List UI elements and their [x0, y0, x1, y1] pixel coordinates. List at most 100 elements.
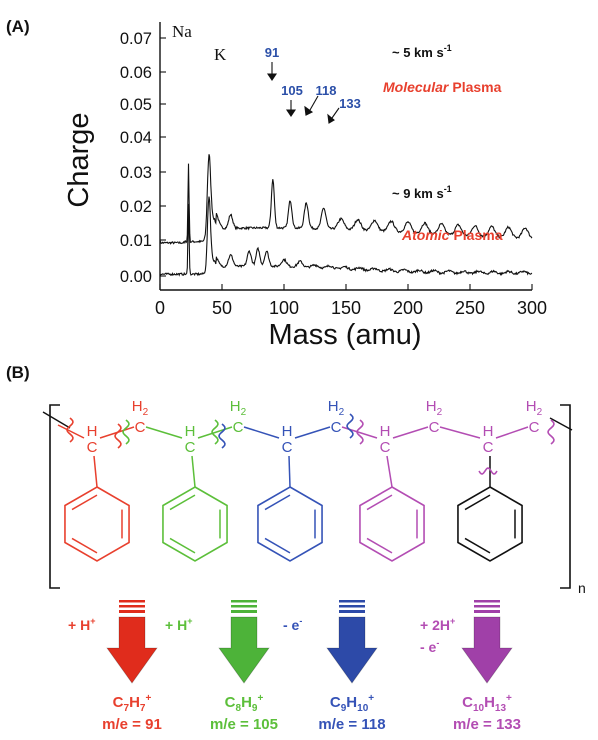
fragment-1: + H+ C7H7+ m/e = 91: [68, 600, 162, 733]
x-tick-label: 0: [155, 298, 165, 318]
fragment-mass: m/e = 91: [102, 716, 162, 733]
y-tick-label: 0.06: [120, 64, 152, 82]
y-tick-label: 0.07: [120, 30, 152, 48]
fragment-3: - e- C9H10+ m/e = 118: [283, 600, 386, 733]
ring-bond: [386, 455, 393, 488]
charge-label: + 2H+: [420, 616, 455, 633]
ch-carbon-label: C: [483, 439, 494, 456]
arrow-stripe: [231, 605, 257, 608]
arrow-stripe: [339, 610, 365, 613]
cleavage-mark: [66, 417, 74, 443]
x-tick-label: 200: [393, 298, 423, 318]
cleavage-mark: [218, 423, 226, 449]
ring-double-bond: [366, 494, 393, 511]
benzene-ring: [457, 486, 523, 562]
ch-carbon-label: C: [185, 439, 196, 456]
ring-double-bond: [71, 494, 98, 511]
panel-a-label: (A): [6, 17, 30, 36]
trace-molecular: [159, 154, 533, 245]
cleavage-mark: [211, 419, 219, 445]
cleavage-mark: [356, 419, 364, 445]
ring-double-bond: [464, 537, 491, 554]
ring-double-bond: [169, 537, 196, 554]
arrow-stripe: [119, 610, 145, 613]
y-axis-ticks: 0.07 0.06 0.05 0.04 0.03 0.02 0.01 0.00: [120, 30, 166, 286]
fragment-mass: m/e = 105: [210, 716, 278, 733]
x-tick-label: 50: [212, 298, 232, 318]
y-tick-label: 0.02: [120, 198, 152, 216]
mass-label-133: 133: [339, 96, 361, 111]
x-axis-ticks: 0 50 100 150 200 250 300: [155, 284, 547, 318]
ch-carbon-label: C: [282, 439, 293, 456]
ring-bond: [93, 455, 98, 488]
y-tick-label: 0.00: [120, 268, 152, 286]
fragment-4: + 2H+ - e- C10H13+ m/e = 133: [420, 600, 521, 733]
ch2-label: H2: [328, 398, 345, 418]
x-tick-label: 100: [269, 298, 299, 318]
plasma-label-bottom: Atomic Plasma: [401, 227, 503, 243]
arrow-stripe: [119, 605, 145, 608]
y-tick-label: 0.03: [120, 164, 152, 182]
backbone-bond: [197, 426, 233, 439]
panel-a-spectrum: (A) 0.07 0.06 0.05 0.04 0.03 0.02 0.01 0.00 0 50…: [6, 17, 547, 351]
ring-double-bond: [169, 494, 196, 511]
left-bracket: [49, 404, 60, 589]
backbone-bond: [495, 426, 529, 439]
fragment-formula: C9H10+: [330, 693, 374, 714]
ch-hydrogen-label: H: [483, 423, 494, 440]
ch-hydrogen-label: H: [282, 423, 293, 440]
y-tick-label: 0.05: [120, 96, 152, 114]
charge-label: + H+: [68, 616, 95, 633]
fragment-mass: m/e = 118: [318, 716, 385, 733]
backbone-bond: [145, 426, 183, 439]
fragment-mass: m/e = 133: [453, 716, 521, 733]
benzene-ring: [257, 486, 323, 562]
charge-label: - e-: [283, 616, 302, 633]
y-tick-label: 0.04: [120, 129, 152, 147]
benzene-ring: [64, 486, 130, 562]
ring-double-bond: [366, 537, 393, 554]
peak-label-na: Na: [172, 22, 192, 41]
charge-label: - e-: [420, 638, 439, 655]
plasma-label-top: Molecular Plasma: [383, 79, 502, 95]
fragment-formula: C8H9+: [225, 693, 264, 714]
y-axis-title: Charge: [63, 112, 95, 207]
fragment-arrow: [461, 616, 513, 684]
ch2-carbon-label: C: [331, 419, 342, 436]
ch-carbon-label: C: [380, 439, 391, 456]
ch2-carbon-label: C: [135, 419, 146, 436]
arrow-stripe: [474, 605, 500, 608]
mass-label-105: 105: [281, 83, 303, 98]
arrow-stripe: [339, 600, 365, 603]
arrow-stripe: [339, 605, 365, 608]
arrow-stripe: [119, 600, 145, 603]
ch2-carbon-label: C: [429, 419, 440, 436]
benzene-ring: [162, 486, 228, 562]
speed-label-bottom: ~ 9 km s-1: [392, 184, 452, 201]
backbone-bond: [392, 426, 429, 439]
cleavage-mark: [122, 419, 130, 445]
trace-atomic: [159, 196, 533, 277]
x-tick-label: 250: [455, 298, 485, 318]
ring-double-bond: [264, 494, 291, 511]
ring-double-bond: [264, 537, 291, 554]
ch-hydrogen-label: H: [380, 423, 391, 440]
ch-hydrogen-label: H: [87, 423, 98, 440]
x-tick-label: 150: [331, 298, 361, 318]
bond-cut-left: [42, 411, 71, 429]
fragment-formula: C10H13+: [462, 693, 512, 714]
ring-double-bond: [464, 494, 491, 511]
fragment-formula: C7H7+: [113, 693, 152, 714]
right-bracket: [560, 404, 571, 589]
cleavage-mark: [346, 413, 354, 439]
cleavage-mark: [114, 423, 122, 449]
ch2-carbon-label: C: [529, 419, 540, 436]
backbone-bond: [57, 424, 85, 439]
x-axis-title: Mass (amu): [268, 319, 421, 351]
ch2-label: H2: [230, 398, 247, 418]
